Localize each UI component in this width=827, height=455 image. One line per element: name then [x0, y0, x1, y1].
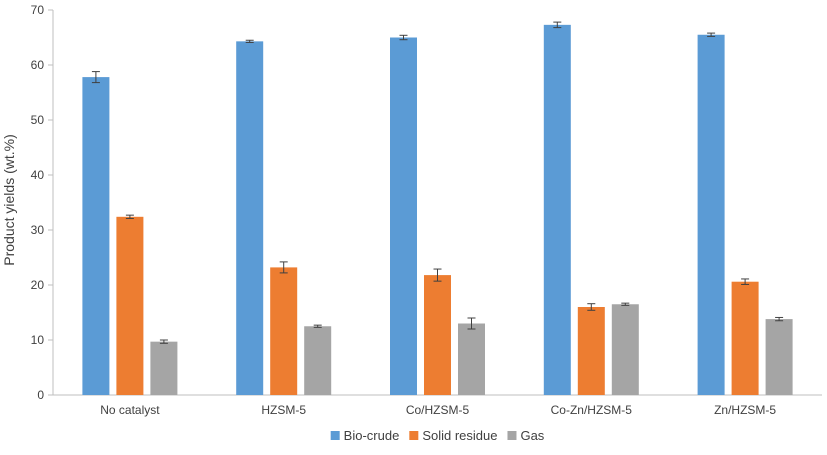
bar-gas-2	[458, 323, 485, 395]
y-axis-ticks: 0 10 20 30 40 50 60 70	[31, 3, 53, 402]
legend-label: Gas	[520, 428, 544, 443]
legend: Bio-crude Solid residue Gas	[330, 428, 545, 443]
bar-solid-residue-3	[577, 307, 605, 395]
legend-swatch	[330, 431, 340, 440]
x-axis-ticks: No catalyst HZSM-5 Co/HZSM-5 Co-Zn/HZSM-5 Zn…	[100, 403, 776, 417]
bar-gas-0	[150, 341, 178, 395]
y-tick-label: 0	[37, 388, 44, 402]
x-tick-label: Co-Zn/HZSM-5	[551, 403, 633, 417]
x-tick-label: No catalyst	[100, 403, 160, 417]
y-axis-title: Product yields (wt.%)	[1, 134, 17, 265]
y-tick-label: 10	[31, 333, 45, 347]
y-tick-label: 20	[31, 278, 45, 292]
bar-solid-residue-1	[270, 267, 298, 395]
legend-label: Bio-crude	[344, 428, 400, 443]
error-bars	[91, 21, 784, 344]
bar-bio-crude-3	[543, 24, 571, 395]
legend-item-gas: Gas	[507, 428, 545, 443]
legend-item-bio-crude: Bio-crude	[330, 428, 400, 443]
bar-solid-residue-4	[731, 281, 759, 395]
x-tick-label: Co/HZSM-5	[406, 403, 470, 417]
bar-gas-1	[304, 326, 332, 395]
bar-bio-crude-1	[236, 41, 264, 395]
bar-bio-crude-0	[82, 77, 110, 395]
bars	[82, 24, 793, 395]
bar-solid-residue-0	[116, 216, 144, 395]
bar-bio-crude-2	[390, 37, 417, 395]
legend-item-solid-residue: Solid residue	[409, 428, 497, 443]
y-tick-label: 50	[31, 113, 45, 127]
legend-label: Solid residue	[422, 428, 497, 443]
x-tick-label: Zn/HZSM-5	[714, 403, 776, 417]
legend-swatch	[507, 431, 517, 440]
y-tick-label: 60	[31, 58, 45, 72]
bar-gas-4	[765, 319, 793, 395]
x-tick-label: HZSM-5	[261, 403, 306, 417]
y-tick-label: 30	[31, 223, 45, 237]
y-tick-label: 70	[31, 3, 45, 17]
y-axis-title-group: Product yields (wt.%)	[1, 134, 17, 265]
bar-gas-3	[611, 304, 639, 395]
bar-bio-crude-4	[697, 34, 725, 395]
bar-solid-residue-2	[424, 275, 451, 395]
y-tick-label: 40	[31, 168, 45, 182]
legend-swatch	[409, 431, 419, 440]
